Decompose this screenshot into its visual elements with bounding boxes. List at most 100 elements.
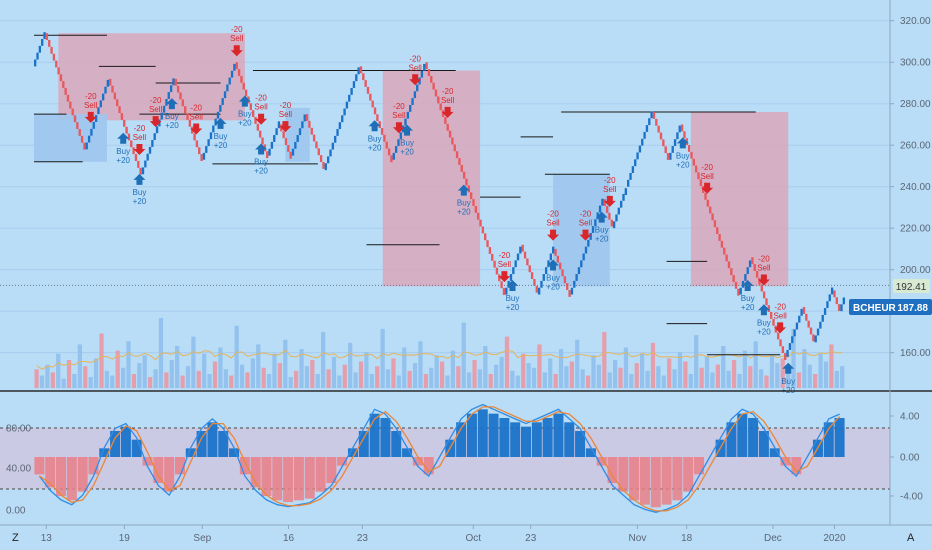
histogram-bar [88,457,99,475]
volume-bar [304,366,310,388]
osc-right-tick-label: 4.00 [900,412,920,423]
renko-brick [678,125,681,133]
time-tick-label: 23 [525,533,537,544]
renko-brick [577,267,581,275]
renko-brick [167,92,170,99]
sell-text: Sell [392,111,406,120]
buy-text: Buy [368,134,382,143]
buy-qty: +20 [506,303,520,312]
renko-brick [109,78,112,86]
buy-text: Buy [400,139,414,148]
volume-bar [558,349,564,388]
histogram-bar [34,457,45,475]
renko-brick [66,94,70,102]
renko-brick [777,332,780,340]
log-scale-toggle[interactable]: Z [12,532,19,544]
renko-brick [484,233,487,241]
volume-bar [710,372,715,388]
volume-bar [321,332,326,388]
renko-brick [537,287,541,295]
volume-bar [780,358,785,388]
renko-brick [648,118,651,126]
renko-brick [624,188,628,195]
renko-brick [259,130,262,138]
renko-brick [791,336,794,344]
renko-brick [106,79,110,87]
renko-brick [430,75,433,83]
histogram-bar [564,422,575,457]
volume-bar [531,367,537,388]
renko-brick [631,166,635,174]
oscillator-pane[interactable] [0,403,890,513]
volume-bar [191,336,196,388]
renko-brick [690,151,693,159]
sell-text: Sell [230,34,244,43]
renko-brick [397,139,400,147]
renko-brick [296,135,299,142]
renko-brick [441,110,445,117]
volume-bar [83,366,88,388]
renko-brick [755,270,759,278]
buy-qty: +20 [116,156,130,165]
volume-bar [650,342,656,388]
renko-brick [580,260,583,268]
renko-brick [223,91,227,99]
time-axis[interactable]: 13 19 Sep 16 23 Oct 23 Nov 18 Dec 2020 [41,525,846,544]
renko-brick [348,94,351,102]
buy-text: Buy [238,110,252,119]
renko-brick [762,291,766,299]
renko-brick [308,120,311,128]
price-tick-label: 320.00 [900,16,931,27]
renko-brick [469,192,473,200]
histogram-bar [488,413,499,457]
volume-bar [115,350,120,388]
renko-brick [92,121,95,129]
auto-scale-toggle[interactable]: A [907,532,915,544]
buy-signal: Buy+20 [757,304,771,336]
oscillator-axis[interactable]: 80.00 40.00 0.00 4.00 0.00 -4.00 [6,412,923,517]
volume-bars [34,318,845,388]
renko-brick [610,219,613,227]
renko-brick [582,253,585,261]
renko-brick [83,142,86,150]
renko-brick [453,144,456,152]
renko-brick [835,297,838,305]
renko-brick [392,152,395,160]
osc-right-tick-label: -4.00 [900,492,923,503]
renko-brick [587,239,590,247]
volume-bar [375,366,380,388]
renko-brick [734,281,738,289]
renko-brick [486,240,489,248]
renko-brick [125,126,128,134]
sell-qty: -20 [231,25,243,34]
volume-bar [456,366,461,388]
histogram-bar [694,457,705,475]
volume-bar [769,355,775,388]
renko-brick [552,246,555,254]
volume-bar [694,335,699,388]
renko-brick [694,165,698,173]
renko-brick [809,327,813,335]
renko-brick [371,100,374,108]
renko-brick [591,226,595,233]
renko-brick [760,284,763,292]
volume-bar [569,361,574,388]
volume-bar [93,358,99,388]
histogram-bar [358,431,369,457]
renko-brick [814,335,817,343]
renko-brick [268,148,271,156]
histogram-bar [521,426,532,457]
renko-brick [345,101,349,109]
sell-text: Sell [603,185,617,194]
volume-bar [121,367,126,388]
renko-brick [242,82,245,90]
renko-brick [413,91,417,99]
renko-brick [622,193,625,201]
osc-left-tick-label: 80.00 [6,424,31,435]
volume-bar [537,344,542,388]
volume-bar [126,341,131,388]
